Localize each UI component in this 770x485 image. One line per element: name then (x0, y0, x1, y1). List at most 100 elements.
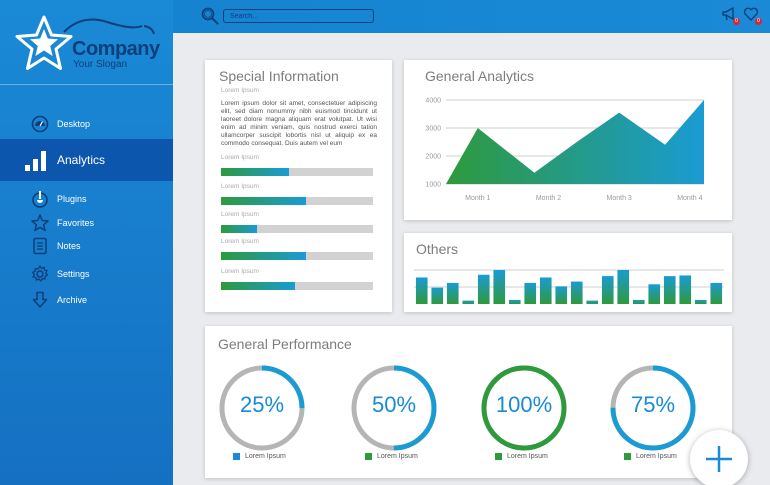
bar (508, 299, 521, 304)
sidebar-item-label: Settings (57, 269, 90, 279)
progress-label: Lorem Ipsum (221, 183, 259, 190)
sidebar-item-archive[interactable]: Archive (0, 288, 173, 312)
card-title: Others (416, 241, 459, 257)
legend-label: Lorem Ipsum (507, 453, 548, 460)
others-bar-chart (414, 269, 724, 304)
legend-label: Lorem Ipsum (377, 453, 418, 460)
progress-row: Lorem Ipsum (221, 154, 373, 176)
bar (493, 270, 506, 304)
progress-row: Lorem Ipsum (221, 183, 373, 205)
favorites-badge: 0 (755, 18, 762, 25)
bar (710, 282, 723, 304)
gauge-ring (481, 365, 567, 451)
sidebar-item-label: Favorites (57, 218, 95, 228)
bar (694, 299, 707, 304)
sidebar-item-desktop[interactable]: Desktop (0, 112, 173, 136)
y-tick-label: 2000 (425, 154, 441, 161)
gauge-legend: Lorem Ipsum (365, 453, 418, 460)
sidebar-item-settings[interactable]: Settings (0, 262, 173, 286)
analytics-area-chart: 1000 2000 3000 4000 Month 1 Month 2 Month 3 Mon… (425, 98, 704, 202)
y-tick-label: 3000 (425, 126, 441, 133)
top-bar: 0 0 (173, 0, 770, 33)
sidebar-item-label: Analytics (57, 153, 106, 167)
gear-icon (30, 264, 50, 284)
bar (617, 270, 630, 304)
gauge-arc (351, 365, 437, 451)
x-tick-label: Month 1 (465, 195, 490, 202)
bar (446, 282, 459, 304)
performance-gauge: 50% Lorem Ipsum (349, 363, 439, 477)
gauge-value: 100% (495, 392, 553, 417)
card-subtitle: Lorem Ipsum (221, 87, 259, 94)
gauge-arc (219, 365, 305, 451)
bar (431, 287, 444, 304)
dashboard-icon (30, 114, 50, 134)
sidebar-item-plugins[interactable]: Plugins (0, 187, 173, 211)
company-logo[interactable]: Company Your Slogan (14, 14, 164, 74)
bar (632, 299, 645, 304)
progress-fill (221, 197, 307, 205)
legend-swatch (624, 453, 631, 460)
heart-icon (743, 7, 759, 21)
sidebar-divider (0, 84, 173, 85)
progress-label: Lorem Ipsum (221, 238, 259, 245)
progress-track (221, 282, 373, 290)
swoosh-icon (63, 18, 155, 35)
announcements-button[interactable]: 0 (721, 6, 740, 25)
x-tick-label: Month 2 (536, 195, 561, 202)
favorites-notification-button[interactable]: 0 (743, 6, 762, 25)
special-information-card: Special Information Lorem Ipsum Lorem ip… (205, 60, 392, 312)
power-icon (30, 189, 50, 209)
x-tick-label: Month 4 (677, 195, 702, 202)
bar (570, 281, 583, 304)
gauge-ring (610, 365, 696, 451)
search-input[interactable] (223, 9, 374, 23)
bar (539, 277, 552, 304)
company-slogan: Your Slogan (73, 59, 128, 70)
company-name: Company (72, 38, 160, 60)
star-icon (30, 213, 50, 233)
bar (555, 286, 568, 304)
add-button[interactable] (690, 430, 748, 485)
progress-track (221, 168, 373, 176)
description-text: Lorem ipsum dolor sit amet, consectetuer… (221, 100, 377, 147)
notes-icon (30, 236, 50, 256)
progress-row: Lorem Ipsum (221, 238, 373, 260)
progress-row: Lorem Ipsum (221, 268, 373, 290)
others-card: Others (404, 233, 732, 312)
general-performance-card: General Performance 25% Lorem Ipsum 50% Lor… (205, 326, 732, 478)
general-analytics-card: General Analytics 1000 2000 3000 4000 Month … (404, 60, 732, 220)
progress-label: Lorem Ipsum (221, 211, 259, 218)
card-title: General Performance (218, 336, 352, 352)
gauge-ring (219, 365, 305, 451)
x-tick-label: Month 3 (607, 195, 632, 202)
bar-chart-icon (24, 148, 48, 172)
gauge-value: 50% (371, 392, 417, 417)
progress-track (221, 252, 373, 260)
progress-fill (221, 168, 290, 176)
star-logo-icon (15, 15, 73, 70)
performance-gauge: 100% Lorem Ipsum (479, 363, 569, 477)
progress-track (221, 225, 373, 233)
legend-swatch (495, 453, 502, 460)
sidebar-item-label: Desktop (57, 119, 91, 129)
progress-row: Lorem Ipsum (221, 211, 373, 233)
search-icon[interactable] (201, 7, 219, 25)
progress-fill (221, 252, 307, 260)
card-title: Special Information (219, 68, 339, 84)
sidebar: Company Your Slogan Desktop Analytics Pl… (0, 0, 173, 485)
gauge-value: 75% (630, 392, 676, 417)
bar (663, 276, 676, 304)
gauge-arc (610, 365, 696, 451)
sidebar-item-notes[interactable]: Notes (0, 234, 173, 258)
sidebar-item-label: Plugins (57, 194, 87, 204)
gauge-ring (351, 365, 437, 451)
progress-label: Lorem Ipsum (221, 268, 259, 275)
sidebar-item-favorites[interactable]: Favorites (0, 211, 173, 235)
sidebar-item-analytics[interactable]: Analytics (0, 139, 173, 181)
gauge-arc (481, 365, 567, 451)
download-icon (30, 290, 50, 310)
area-series (446, 100, 704, 184)
legend-swatch (365, 453, 372, 460)
gauge-legend: Lorem Ipsum (624, 453, 677, 460)
